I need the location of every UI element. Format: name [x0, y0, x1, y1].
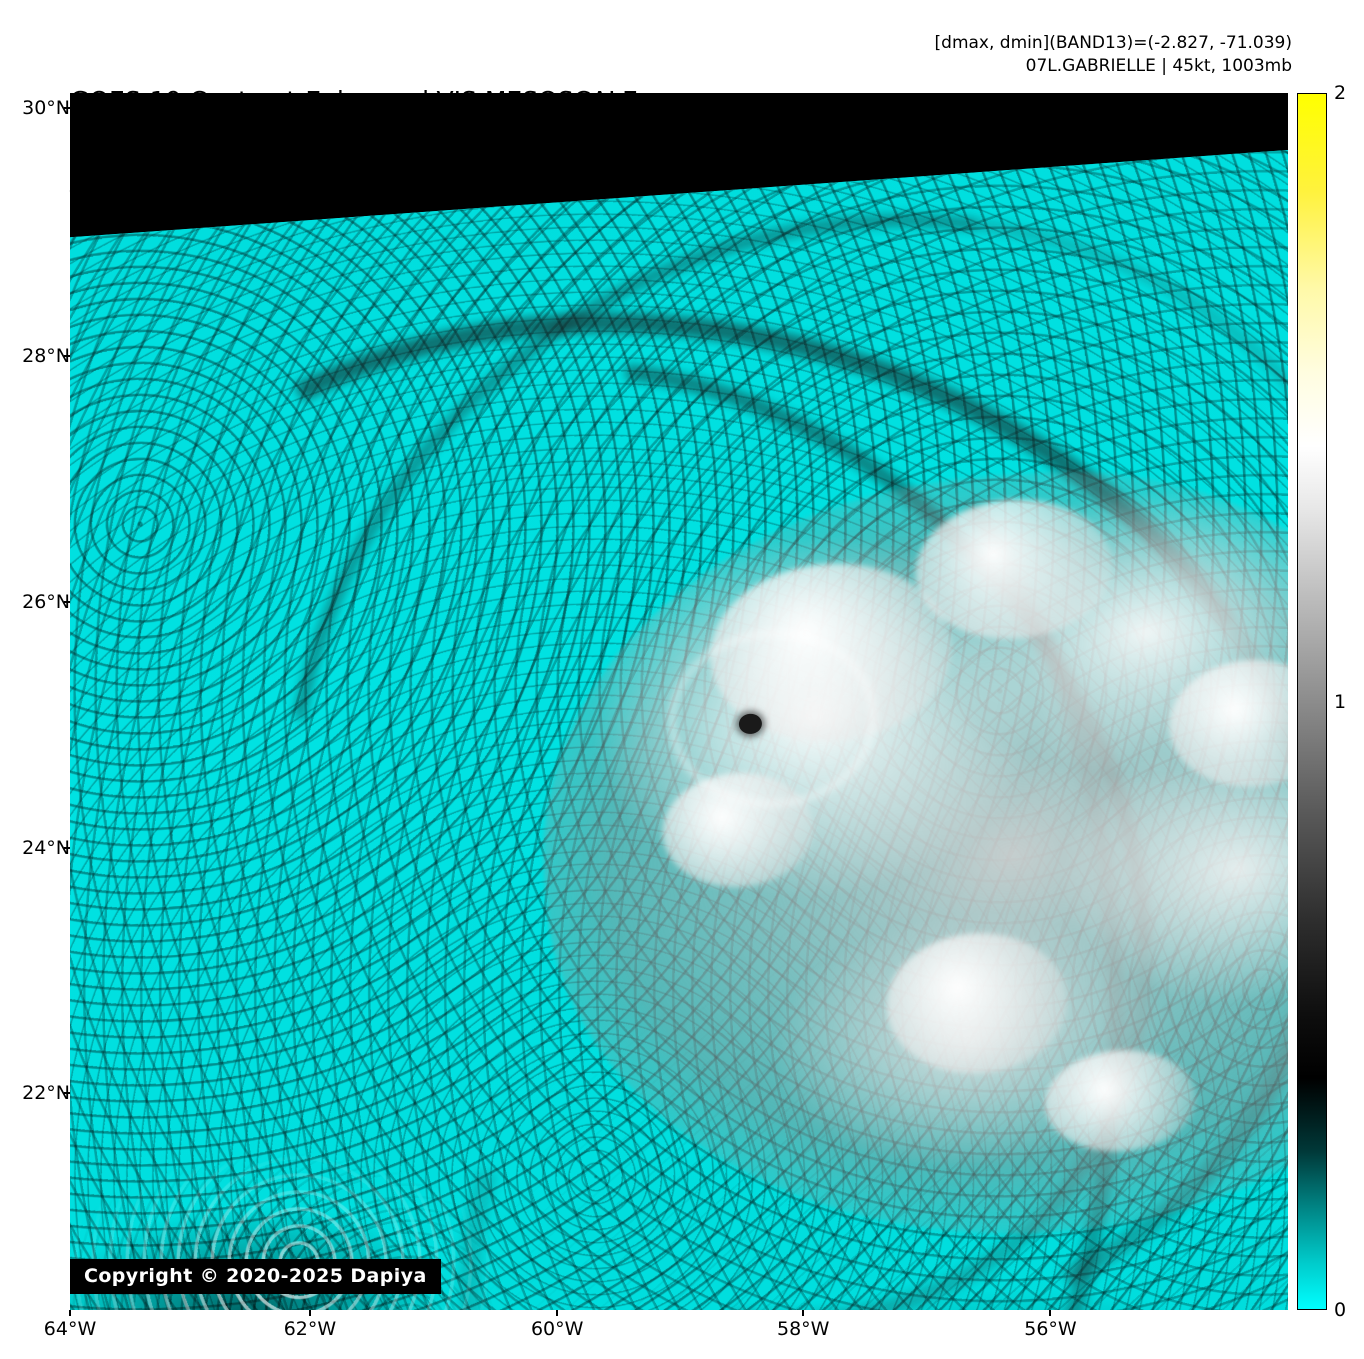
chart-annotation-block: [dmax, dmin](BAND13)=(-2.827, -71.039) 0… — [935, 32, 1292, 78]
storm-info-annotation: 07L.GABRIELLE | 45kt, 1003mb — [1025, 56, 1292, 76]
longitude-tick-label: 58°W — [777, 1318, 830, 1340]
longitude-tick-mark — [556, 1310, 559, 1316]
satellite-image-plot: Copyright © 2020-2025 Dapiya — [70, 93, 1288, 1310]
longitude-tick-mark — [69, 1310, 71, 1316]
longitude-tick-mark — [802, 1310, 805, 1316]
colorbar-tick-label: 2 — [1334, 82, 1347, 104]
copyright-watermark: Copyright © 2020-2025 Dapiya — [70, 1259, 441, 1294]
low-cumulus-field — [70, 137, 1288, 1310]
latitude-tick-label: 26°N — [22, 590, 70, 613]
longitude-tick-label: 60°W — [530, 1318, 584, 1340]
colorbar-tick-label: 1 — [1334, 690, 1347, 713]
latitude-tick-mark — [64, 846, 70, 849]
longitude-tick-label: 64°W — [43, 1318, 97, 1340]
latitude-tick-label: 24°N — [22, 836, 70, 859]
colorbar-gradient — [1297, 93, 1327, 1310]
colorbar-tick-label: 0 — [1334, 1299, 1347, 1321]
latitude-tick-mark — [64, 1092, 70, 1095]
latitude-tick-mark — [64, 600, 70, 603]
longitude-tick-label: 56°W — [1024, 1318, 1077, 1340]
dmax-dmin-annotation: [dmax, dmin](BAND13)=(-2.827, -71.039) — [934, 33, 1292, 53]
longitude-tick-mark — [1049, 1310, 1052, 1316]
latitude-tick-label: 28°N — [22, 344, 70, 367]
longitude-tick-label: 62°W — [283, 1318, 337, 1340]
latitude-tick-label: 22°N — [22, 1082, 70, 1105]
longitude-tick-mark — [308, 1310, 311, 1316]
latitude-tick-label: 30°N — [22, 96, 70, 119]
swath-inner — [70, 137, 1288, 1310]
latitude-tick-mark — [64, 354, 70, 357]
colorbar — [1297, 93, 1327, 1310]
satellite-swath — [70, 137, 1288, 1310]
latitude-tick-mark — [64, 106, 70, 109]
